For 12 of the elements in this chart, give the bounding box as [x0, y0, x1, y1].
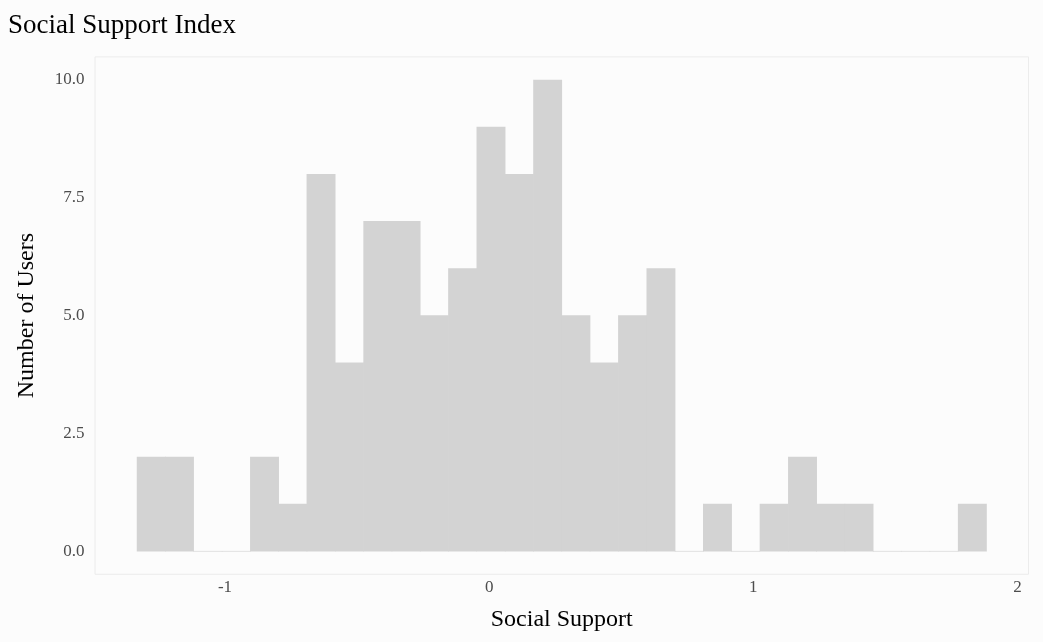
x-tick-label: 0: [484, 577, 494, 597]
y-axis-title: Number of Users: [11, 232, 38, 399]
y-tick-label: 0.0: [63, 540, 85, 560]
chart-title: Social Support Index: [8, 9, 237, 40]
x-tick-label: 2: [1013, 577, 1022, 597]
x-axis-title: Social Support: [490, 604, 634, 631]
y-tick-label: 5.0: [63, 305, 85, 325]
y-tick-label: 2.5: [63, 422, 85, 442]
y-tick-label: 7.5: [63, 187, 85, 207]
y-tick-label: 10.0: [54, 69, 85, 89]
x-tick-label: -1: [217, 577, 233, 597]
x-tick-label: 1: [749, 577, 758, 597]
